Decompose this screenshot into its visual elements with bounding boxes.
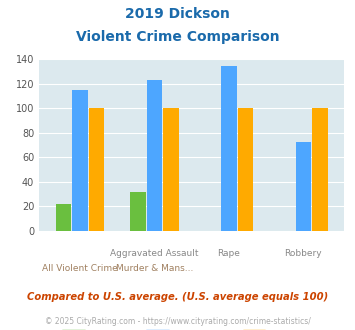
Text: Rape: Rape <box>218 249 240 258</box>
Text: Compared to U.S. average. (U.S. average equals 100): Compared to U.S. average. (U.S. average … <box>27 292 328 302</box>
Bar <box>72 90 88 231</box>
Bar <box>296 142 311 231</box>
Bar <box>147 80 162 231</box>
Text: Murder & Mans...: Murder & Mans... <box>116 264 193 273</box>
Bar <box>89 109 104 231</box>
Text: Robbery: Robbery <box>285 249 322 258</box>
Legend: Dickson, Oklahoma, National: Dickson, Oklahoma, National <box>58 326 326 330</box>
Bar <box>221 66 237 231</box>
Bar <box>130 192 146 231</box>
Bar <box>163 109 179 231</box>
Bar <box>312 109 328 231</box>
Bar <box>237 109 253 231</box>
Text: Aggravated Assault: Aggravated Assault <box>110 249 199 258</box>
Text: 2019 Dickson: 2019 Dickson <box>125 7 230 20</box>
Bar <box>56 204 71 231</box>
Text: © 2025 CityRating.com - https://www.cityrating.com/crime-statistics/: © 2025 CityRating.com - https://www.city… <box>45 317 310 326</box>
Text: All Violent Crime: All Violent Crime <box>42 264 118 273</box>
Text: Violent Crime Comparison: Violent Crime Comparison <box>76 30 279 44</box>
